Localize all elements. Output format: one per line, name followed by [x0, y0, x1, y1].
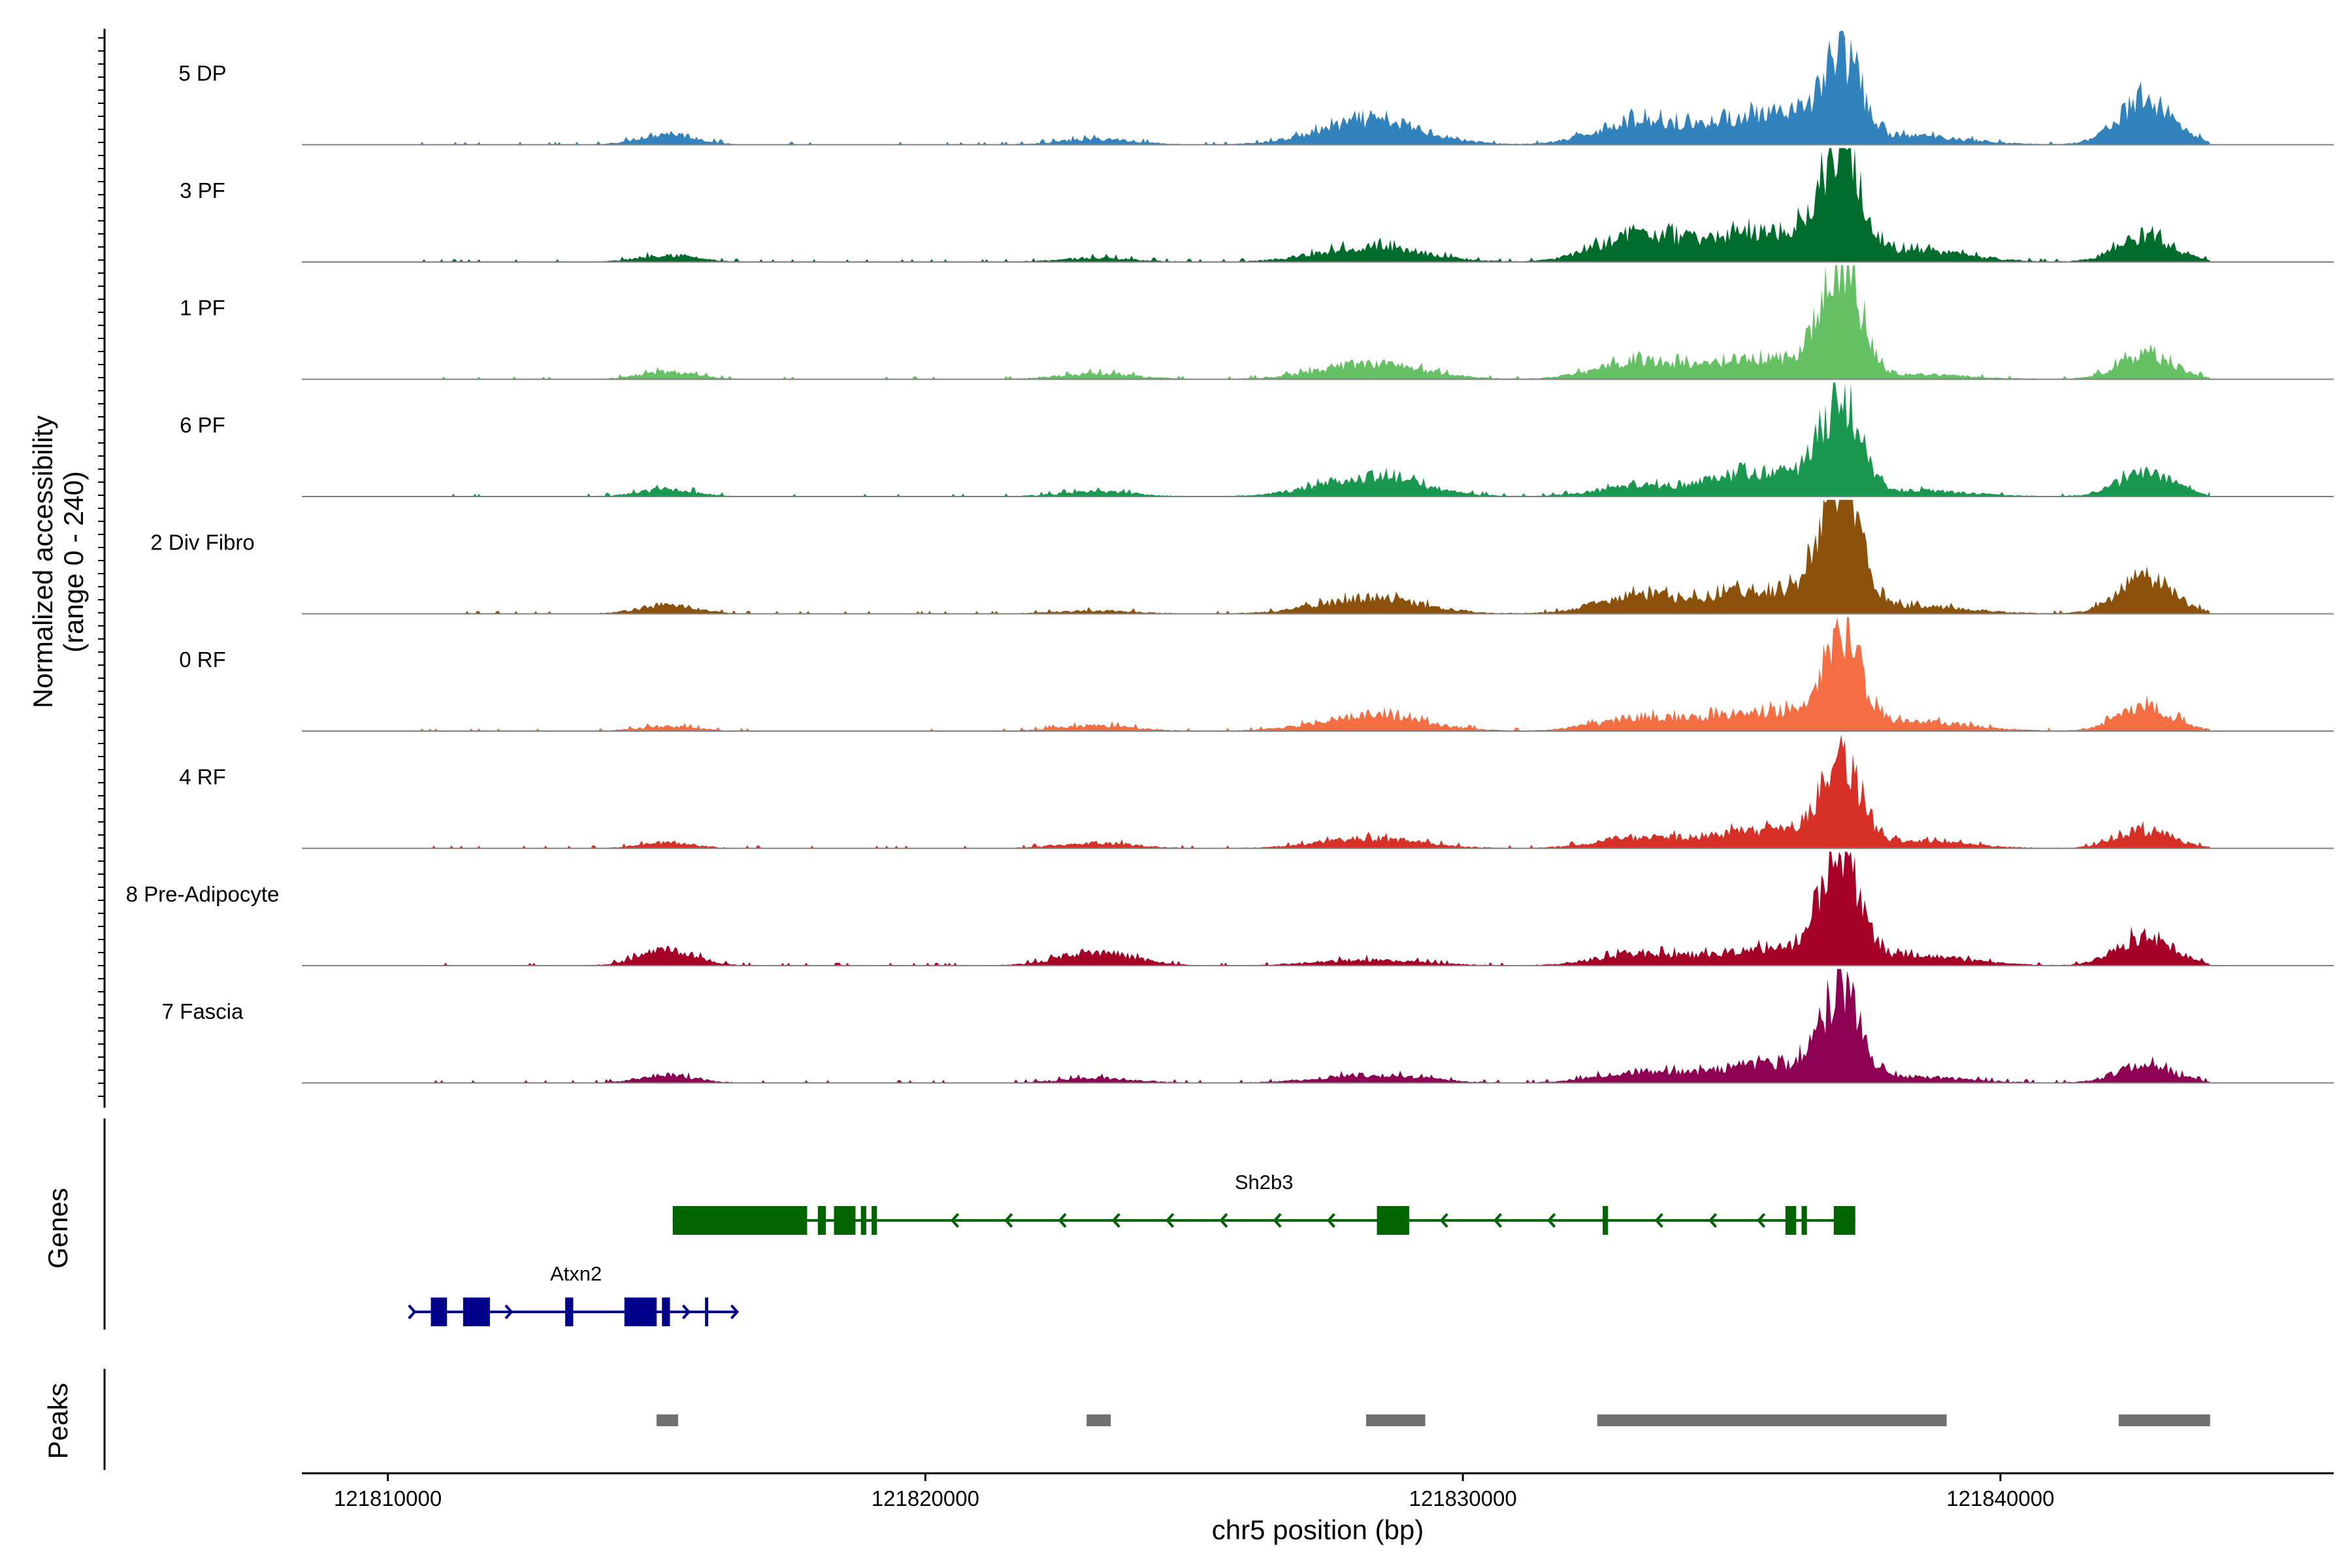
track-label: 8 Pre-Adipocyte [126, 882, 280, 906]
gene-exon [662, 1298, 670, 1326]
x-tick-label: 121820000 [872, 1486, 979, 1511]
gene-exon [860, 1206, 866, 1235]
peak-region [1366, 1414, 1426, 1426]
track-6: 4 RF [179, 734, 2334, 849]
coverage-area [420, 148, 2210, 262]
strand-arrow [1547, 1213, 1556, 1228]
gene-sh2b3: Sh2b3 [672, 1171, 1855, 1235]
strand-arrow [504, 1304, 514, 1320]
track-label: 6 PF [180, 413, 225, 437]
track-5: 0 RF [179, 617, 2334, 732]
strand-arrow [1004, 1213, 1013, 1228]
coverage-area [420, 31, 2210, 145]
gene-exon [817, 1206, 826, 1235]
strand-arrow [1219, 1213, 1228, 1228]
y-axis-subtitle: (range 0 - 240) [58, 471, 89, 653]
track-8: 7 Fascia [162, 969, 2334, 1084]
coverage-tracks: 5 DP 3 PF 1 PF 6 PF 2 Div Fibro 0 RF 4 RF 8 Pre… [126, 31, 2334, 1084]
gene-exon [1603, 1206, 1609, 1235]
coverage-area [420, 500, 2210, 614]
strand-arrow [1058, 1213, 1067, 1228]
strand-arrow [730, 1304, 740, 1320]
track-3: 6 PF [180, 382, 2334, 497]
gene-exon [1833, 1206, 1855, 1235]
gene-exon [705, 1298, 709, 1326]
gene-exon [565, 1298, 574, 1326]
strand-arrow [1326, 1213, 1335, 1228]
coverage-area [420, 734, 2210, 849]
gene-exon [1785, 1206, 1797, 1235]
strand-arrow [681, 1304, 691, 1320]
track-label: 0 RF [179, 647, 226, 672]
track-0: 5 DP [178, 31, 2334, 146]
track-label: 7 Fascia [162, 1000, 244, 1024]
gene-exon [431, 1298, 448, 1326]
strand-arrow [1654, 1213, 1663, 1228]
peaks-panel-title: Peaks [42, 1383, 73, 1460]
y-axis-title: Normalized accessibility [27, 416, 58, 708]
track-7: 8 Pre-Adipocyte [126, 851, 2334, 966]
track-1: 3 PF [180, 148, 2334, 263]
strand-arrow [1273, 1213, 1282, 1228]
peak-region [2118, 1414, 2210, 1426]
peak-region [1597, 1414, 1947, 1426]
gene-exon [1377, 1206, 1409, 1235]
x-tick-label: 121840000 [1946, 1486, 2054, 1511]
genes-panel-title: Genes [42, 1188, 73, 1269]
strand-arrow [1439, 1213, 1448, 1228]
peak-region [657, 1414, 678, 1426]
gene-exon [872, 1206, 877, 1235]
y-axis [98, 29, 106, 1108]
track-label: 3 PF [180, 178, 225, 203]
peaks-panel [103, 1369, 2210, 1470]
strand-arrow [1708, 1213, 1718, 1228]
track-label: 2 Div Fibro [150, 531, 255, 555]
strand-arrow [1756, 1213, 1766, 1228]
gene-exon [624, 1298, 657, 1326]
strand-arrow [950, 1213, 960, 1228]
coverage-area [420, 969, 2210, 1083]
gene-atxn2: Atxn2 [408, 1262, 740, 1326]
gene-exon [463, 1298, 490, 1326]
strand-arrow [1165, 1213, 1175, 1228]
gene-label: Atxn2 [550, 1262, 602, 1285]
track-4: 2 Div Fibro [150, 500, 2334, 615]
coverage-area [420, 382, 2210, 497]
coverage-area [420, 851, 2210, 966]
x-axis-title: chr5 position (bp) [1212, 1514, 1424, 1545]
gene-exon [672, 1206, 808, 1235]
strand-arrow [1493, 1213, 1502, 1228]
genes-panel: Sh2b3 Atxn2 [103, 1119, 1855, 1330]
coverage-area [420, 265, 2210, 380]
track-label: 1 PF [180, 296, 225, 320]
track-2: 1 PF [180, 265, 2334, 380]
track-label: 5 DP [178, 61, 226, 86]
x-tick-label: 121830000 [1409, 1486, 1517, 1511]
gene-exon [1801, 1206, 1807, 1235]
strand-arrow [1111, 1213, 1120, 1228]
gene-exon [834, 1206, 856, 1235]
peak-region [1086, 1414, 1111, 1426]
strand-arrow [408, 1304, 417, 1320]
x-axis: 121810000 121820000 121830000 121840000 [302, 1472, 2334, 1511]
coverage-area [420, 617, 2210, 731]
gene-label: Sh2b3 [1235, 1171, 1294, 1194]
x-tick-label: 121810000 [334, 1486, 442, 1511]
track-label: 4 RF [179, 765, 226, 789]
